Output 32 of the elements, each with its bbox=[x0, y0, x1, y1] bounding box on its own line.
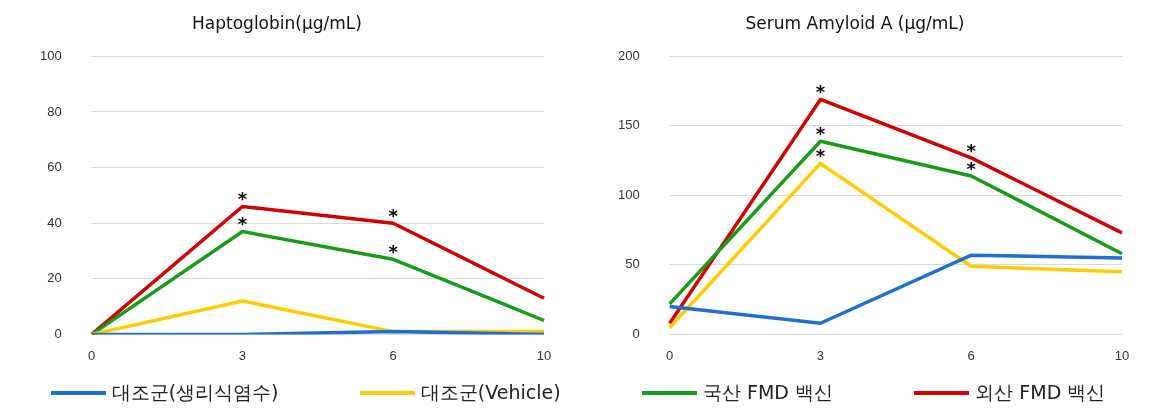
annotation: * bbox=[237, 213, 248, 235]
chart-title: Serum Amyloid A (μg/mL) bbox=[745, 12, 965, 33]
y-tick-label: 60 bbox=[47, 159, 62, 175]
x-tick-label: 6 bbox=[967, 347, 975, 363]
legend-label: 국산 FMD 백신 bbox=[702, 380, 833, 405]
legend-label: 대조군(생리식염수) bbox=[111, 380, 279, 405]
x-tick-label: 0 bbox=[666, 347, 674, 363]
annotation: * bbox=[815, 122, 826, 144]
y-tick-label: 150 bbox=[617, 117, 640, 133]
chart-title: Haptoglobin(μg/mL) bbox=[192, 12, 362, 33]
annotation: * bbox=[388, 204, 399, 226]
x-tick-label: 10 bbox=[1114, 347, 1130, 363]
x-tick-label: 10 bbox=[536, 347, 552, 363]
annotation: * bbox=[815, 145, 826, 167]
x-tick-label: 3 bbox=[238, 347, 247, 363]
annotation: * bbox=[815, 81, 826, 103]
legend-label: 외산 FMD 백신 bbox=[975, 380, 1106, 405]
y-tick-label: 100 bbox=[39, 47, 62, 63]
y-tick-label: 50 bbox=[625, 256, 640, 272]
y-tick-label: 80 bbox=[47, 103, 62, 119]
y-tick-label: 20 bbox=[47, 270, 62, 286]
y-tick-label: 0 bbox=[54, 325, 62, 341]
annotation: * bbox=[237, 188, 248, 210]
y-tick-label: 40 bbox=[47, 214, 62, 230]
legend-label: 대조군(Vehicle) bbox=[420, 380, 561, 405]
y-tick-label: 200 bbox=[617, 47, 640, 63]
annotation: * bbox=[388, 241, 399, 263]
x-tick-label: 6 bbox=[389, 347, 397, 363]
x-tick-label: 0 bbox=[88, 347, 96, 363]
y-tick-label: 100 bbox=[617, 186, 640, 202]
x-tick-label: 3 bbox=[816, 347, 825, 363]
y-tick-label: 0 bbox=[632, 325, 640, 341]
